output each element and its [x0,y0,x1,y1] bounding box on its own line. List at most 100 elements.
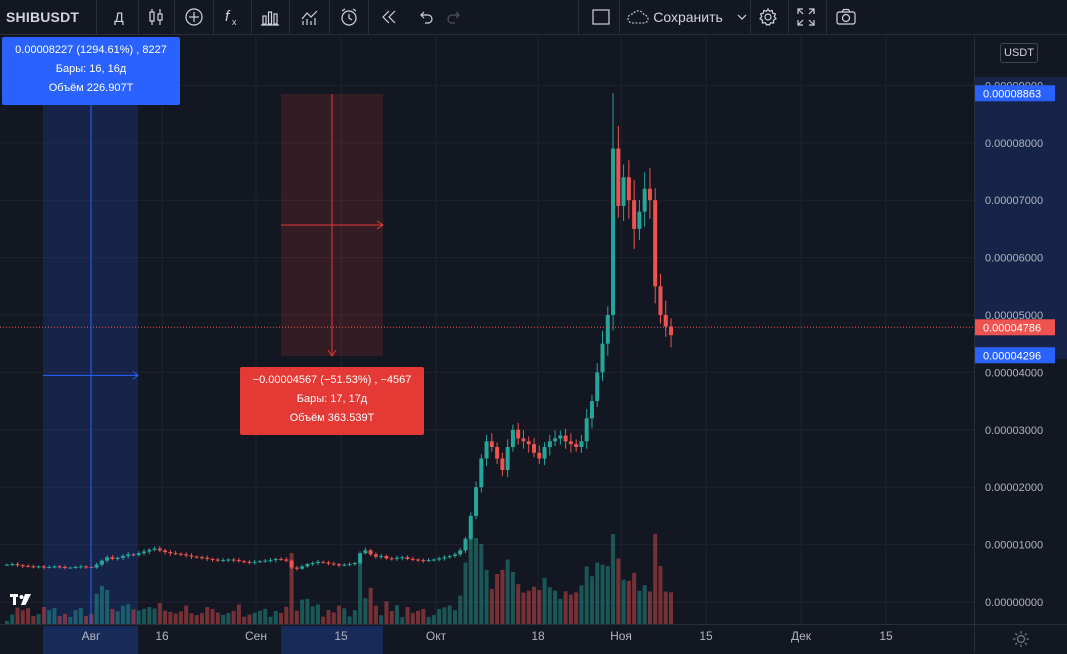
volume-bar [584,566,589,624]
volume-bar [574,592,579,624]
volume-bar [458,595,463,624]
volume-bar [510,572,515,624]
volume-bar [226,612,231,624]
volume-bar [163,610,168,624]
camera-icon[interactable] [834,0,858,34]
measure-down-arrow [327,349,337,357]
candles-icon[interactable] [144,0,168,34]
candle-body [300,566,305,569]
svg-text:f: f [225,8,231,25]
price-tick-label: 0.00008000 [985,138,1043,150]
compare-icon[interactable] [298,0,322,34]
candle-body [669,326,674,336]
candle-body [621,177,626,206]
alert-icon[interactable] [337,0,361,34]
symbol-search-button[interactable]: SHIBUSDT [6,9,80,25]
measure-tool-lines[interactable] [0,40,974,624]
measure-down-tooltip: −0.00004567 (−51.53%) , −4567 Бары: 17, … [240,367,424,435]
candle-body [526,441,531,445]
candle-body [542,447,547,459]
volume-bar [178,611,183,624]
candle-body [115,557,120,559]
toolbar-divider [788,0,789,34]
candle-body [600,343,605,373]
candle-body [252,561,257,563]
undo-icon[interactable] [414,0,438,34]
candle-body [57,566,62,568]
candle-body [474,487,479,516]
candle-body [5,564,9,566]
volume-bar [521,592,526,624]
volume-bar [10,614,15,624]
candle-body [574,444,579,448]
candle-body [131,554,136,556]
sun-icon[interactable] [1012,630,1030,648]
interval-button[interactable]: Д [114,9,124,25]
candle-body [294,567,299,569]
volume-bar [611,534,616,624]
chart-grid [0,36,974,624]
candle-body [426,560,431,562]
bar-chart-icon[interactable] [258,0,282,34]
volume-bar [284,606,289,624]
replay-icon[interactable] [377,0,401,34]
candle-body [489,441,494,448]
candle-body [458,550,463,555]
fullscreen-icon[interactable] [794,0,818,34]
currency-button[interactable]: USDT [1000,43,1038,63]
add-indicator-icon[interactable] [182,0,206,34]
settings-icon[interactable] [756,0,780,34]
toolbar-divider [174,0,175,34]
volume-bar [99,585,104,624]
volume-bar [426,616,431,624]
candle-body [394,557,399,559]
candle-body [658,286,663,315]
redo-icon[interactable] [442,0,466,34]
candle-body [637,211,642,229]
candle-body [147,549,152,552]
candle-body [347,564,352,566]
toolbar-divider [750,0,751,34]
volume-bar [142,608,147,624]
time-axis[interactable]: Авг 16 Сен 15 Окт 18 Ноя 15 Дек 15 [0,624,974,654]
measure-down-bars: Бары: 17, 17д [296,393,368,405]
volume-bar [568,594,573,624]
candle-body [142,551,147,554]
candle-body [595,372,600,402]
price-axis[interactable]: 0.000090000.000080000.000070000.00006000… [974,36,1067,624]
candle-body [505,447,510,470]
tradingview-logo[interactable] [9,591,35,607]
volume-bar [157,603,162,624]
chart-pane[interactable] [0,36,974,624]
chart-canvas[interactable] [0,36,974,624]
volume-bar [315,604,320,624]
volume-bar [126,604,131,624]
volume-bar [257,610,262,624]
volume-bar [194,615,199,624]
volume-bar [347,616,352,624]
layout-icon[interactable] [589,0,613,34]
volume-bar [326,610,331,624]
save-button[interactable]: Сохранить [625,0,750,34]
candle-body [310,562,315,565]
volume-bar [15,607,20,624]
volume-bar [305,598,310,624]
volume-bar [152,608,157,624]
toolbar-divider [826,0,827,34]
measure-down-volume: Объём 363.539T [289,412,375,424]
candle-body [120,556,125,558]
price-tick-label: 0.00002000 [985,482,1043,494]
volume-bar [120,605,125,624]
volume-bar [273,611,278,624]
candle-body [184,554,189,556]
chevron-down-icon[interactable] [736,11,748,23]
price-label-range-high-bg [975,85,1055,102]
candle-body [463,538,468,551]
volume-bar [363,598,368,624]
candle-body [10,564,15,566]
candle-body [663,315,668,327]
candle-body [68,567,73,569]
volume-bar [442,607,447,624]
measure-up-bars: Бары: 16, 16д [55,63,127,75]
